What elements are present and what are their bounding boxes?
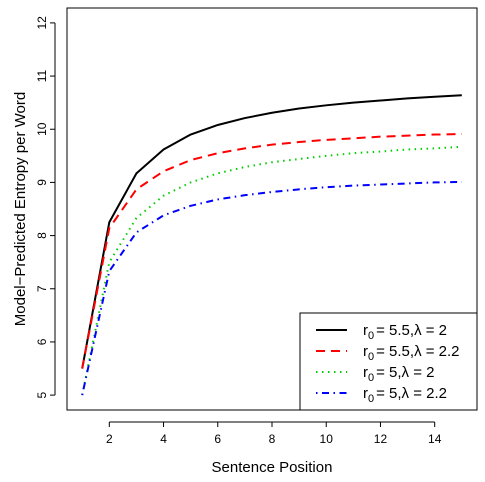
y-tick-label: 7: [35, 285, 49, 292]
y-tick-label: 12: [35, 16, 49, 30]
legend-label-1: r0 = 5.5,λ = 2: [363, 322, 447, 342]
y-tick-label: 10: [35, 122, 49, 136]
legend-label-2: r0 = 5.5,λ = 2.2: [363, 343, 460, 363]
x-axis-title: Sentence Position: [212, 459, 333, 476]
series-line-2: [81, 133, 462, 369]
x-tick-label: 14: [428, 432, 442, 446]
y-tick-label: 6: [35, 338, 49, 345]
y-tick-label: 9: [35, 179, 49, 186]
legend-label-3: r0 = 5,λ = 2: [363, 364, 435, 384]
plot-frame: [66, 7, 478, 411]
y-axis-title: Model−Predicted Entropy per Word: [12, 92, 29, 326]
x-tick-label: 6: [214, 432, 221, 446]
x-tick-label: 2: [106, 432, 113, 446]
y-axis: 5 6 7 8 9 10 11 12: [35, 16, 56, 398]
y-tick-label: 8: [35, 232, 49, 239]
series-line-1: [81, 94, 462, 369]
series-group: [81, 94, 462, 396]
x-tick-label: 12: [374, 432, 388, 446]
y-tick-label: 5: [35, 391, 49, 398]
legend: r0 = 5.5,λ = 2r0 = 5.5,λ = 2.2r0 = 5,λ = 2r…: [299, 312, 478, 411]
legend-label-4: r0 = 5,λ = 2.2: [363, 385, 447, 405]
x-tick-label: 8: [269, 432, 276, 446]
x-axis: 2 4 6 8 10 12 14: [106, 421, 442, 446]
series-line-4: [81, 180, 462, 396]
y-tick-label: 11: [35, 70, 49, 83]
x-tick-label: 4: [160, 432, 167, 446]
x-tick-label: 10: [320, 432, 334, 446]
series-line-3: [81, 145, 462, 396]
